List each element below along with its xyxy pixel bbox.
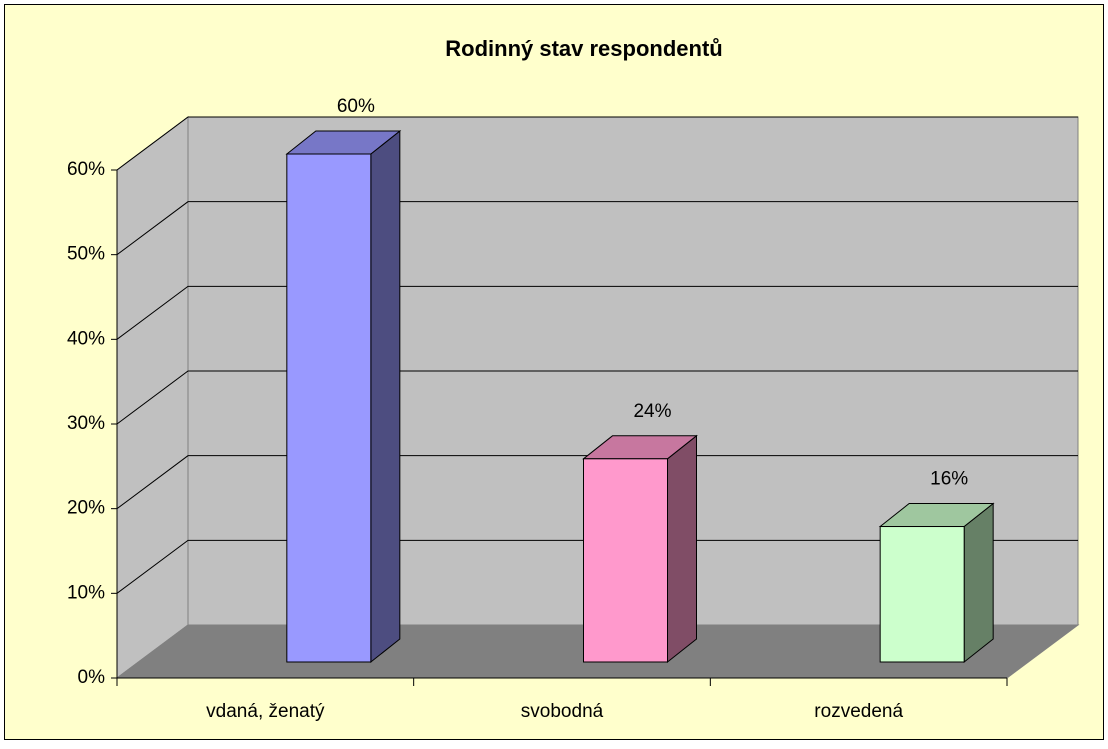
- y-tick-label: 0%: [78, 667, 106, 688]
- grid-line: [116, 116, 1078, 171]
- bar: [286, 153, 372, 663]
- grid-line: [116, 201, 1078, 256]
- grid-line: [116, 285, 1078, 340]
- chart-title: Rodinný stav respondentů: [445, 36, 722, 61]
- bar-side: [667, 434, 697, 664]
- y-tick-label: 20%: [67, 498, 105, 519]
- bar: [879, 526, 965, 663]
- x-tick-label: vdaná, ženatý: [206, 701, 325, 722]
- y-tick-label: 30%: [67, 413, 105, 434]
- grid-line: [116, 455, 1078, 510]
- x-tick-label: rozvedená: [814, 701, 903, 722]
- value-label: 60%: [337, 96, 375, 117]
- grid-line: [116, 539, 1078, 594]
- grid-line: [116, 370, 1078, 425]
- bar-side: [370, 129, 401, 664]
- value-label: 24%: [633, 401, 671, 422]
- y-tick-label: 10%: [67, 582, 105, 603]
- bar: [583, 458, 668, 663]
- y-tick-label: 50%: [67, 244, 105, 265]
- y-tick-label: 60%: [67, 159, 105, 180]
- y-tick-label: 40%: [67, 328, 105, 349]
- x-tick-label: svobodná: [521, 701, 604, 722]
- bar-side: [963, 502, 994, 664]
- value-label: 16%: [930, 469, 968, 490]
